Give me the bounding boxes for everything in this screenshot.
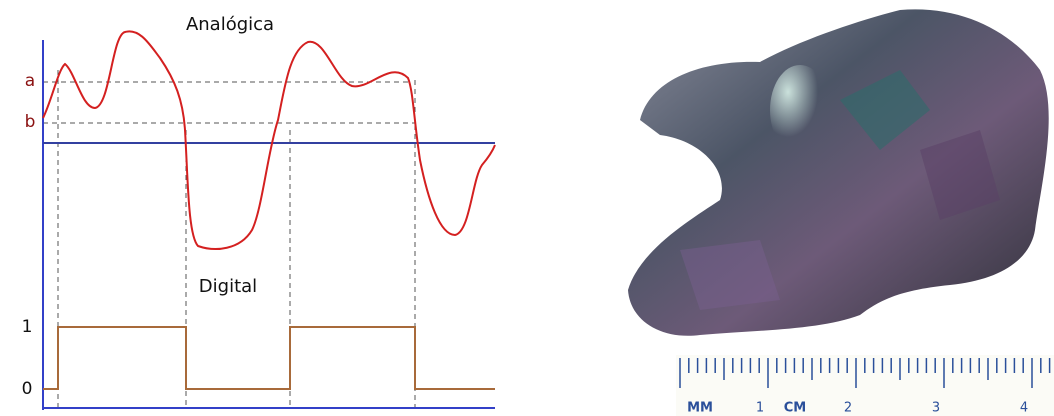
ruler-unit: MM bbox=[687, 401, 713, 416]
figure: Analógica Digital a b 1 0 MM CM 1 2 3 4 bbox=[0, 0, 1054, 416]
analog-title: Analógica bbox=[186, 14, 274, 35]
ruler-unit: CM bbox=[784, 401, 806, 416]
ruler: MM CM 1 2 3 4 bbox=[676, 355, 1054, 416]
guides bbox=[43, 70, 415, 408]
level-label: 1 bbox=[22, 317, 33, 337]
digital-signal bbox=[43, 327, 495, 389]
ruler-label: 1 bbox=[756, 401, 764, 416]
level-label: 0 bbox=[22, 379, 33, 399]
ruler-label: 2 bbox=[844, 401, 852, 416]
signal-diagram: Analógica Digital a b 1 0 bbox=[22, 14, 495, 410]
page: Analógica Digital a b 1 0 MM CM 1234 (()… bbox=[0, 0, 1054, 416]
crystal-photo bbox=[628, 9, 1049, 335]
highlight bbox=[770, 65, 830, 155]
digital-title: Digital bbox=[199, 276, 257, 297]
ruler-label: 3 bbox=[932, 401, 940, 416]
ruler-label: 4 bbox=[1020, 401, 1028, 416]
analog-signal bbox=[43, 31, 495, 249]
level-label: a bbox=[25, 71, 35, 91]
level-label: b bbox=[25, 112, 36, 132]
